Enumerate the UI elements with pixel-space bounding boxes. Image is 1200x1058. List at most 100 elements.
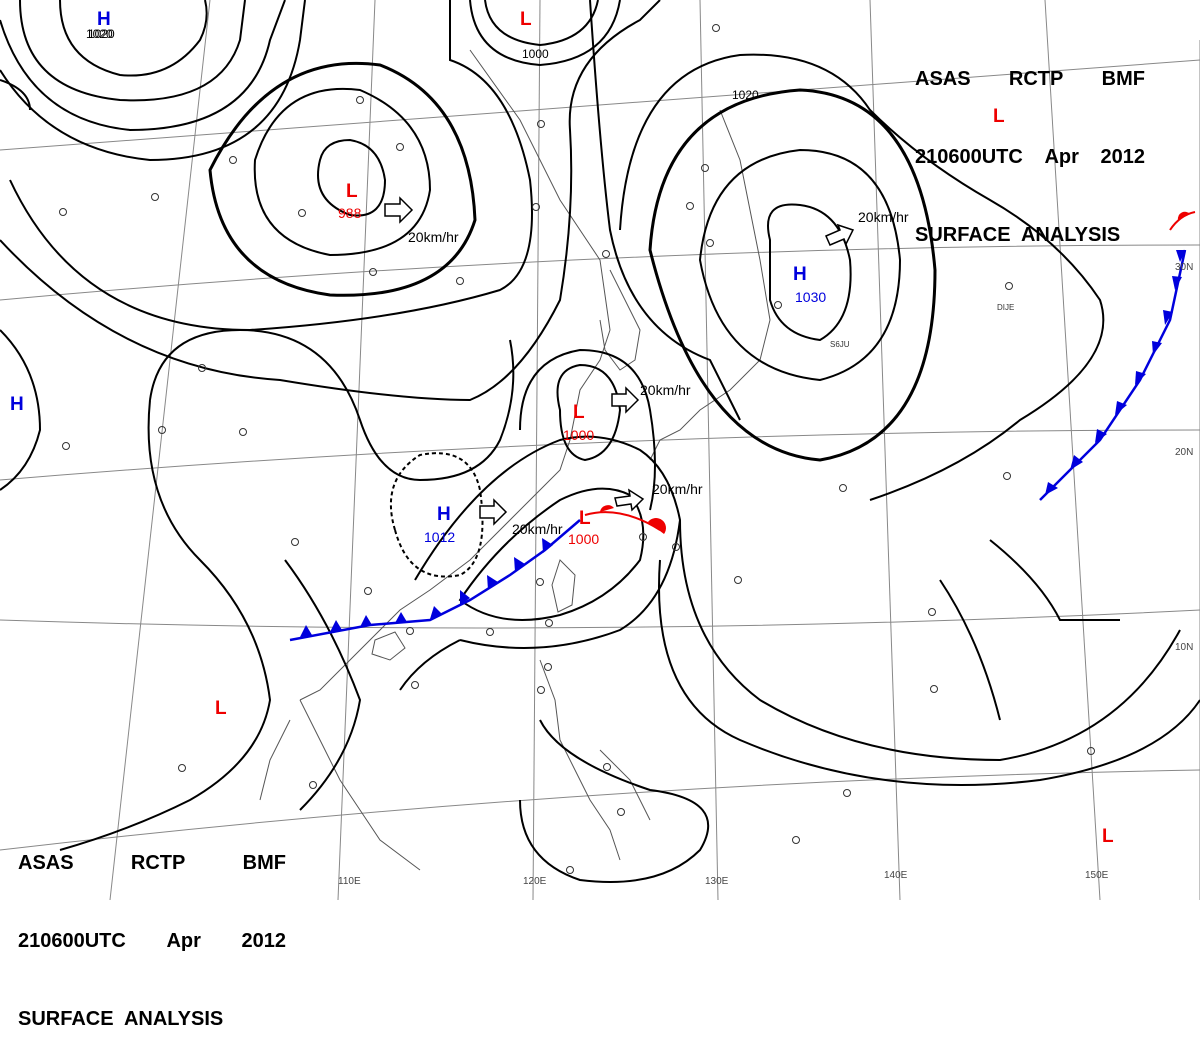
isobar-label: 1020 (732, 88, 759, 102)
low-symbol: L (520, 9, 532, 30)
isobar (0, 0, 306, 162)
agency-line: ASAS RCTP BMF (18, 850, 286, 876)
isobar (0, 0, 661, 402)
parallel-20n (0, 429, 1200, 481)
motion-arrow (611, 386, 640, 414)
isobar (284, 559, 461, 811)
isobar (253, 87, 432, 257)
chart-header-top: ASAS RCTP BMF 210600UTC Apr 2012 SURFACE… (915, 14, 1145, 274)
meridian-150e (1044, 0, 1101, 900)
isobar (458, 487, 645, 621)
isobar (0, 79, 31, 111)
motion-arrow (479, 498, 508, 526)
isobar (208, 61, 477, 297)
low-symbol: L (579, 508, 591, 529)
pressure-value: 1020 (88, 27, 115, 41)
low-symbol: L (573, 402, 585, 423)
isobar (519, 719, 710, 883)
high-symbol: H (10, 394, 24, 415)
isobar-label: 1000 (522, 47, 549, 61)
taiwan-coast (551, 559, 576, 613)
time-word: 210600UTC (915, 146, 1023, 168)
motion-label: 20km/hr (652, 481, 703, 497)
parallel-30n (0, 244, 1200, 301)
cold-front (289, 249, 1187, 642)
motion-labels: 20km/hr 20km/hr 20km/hr 20km/hr 20km/hr (408, 209, 909, 537)
isobar (59, 0, 208, 77)
time-word: Apr (166, 930, 201, 952)
latitude-label: 20N (1175, 447, 1193, 458)
low-symbol: L (993, 106, 1005, 127)
time-word: 2012 (1100, 146, 1145, 168)
hainan-coast (371, 631, 406, 661)
isobar (767, 203, 852, 342)
high-symbol: H (793, 264, 807, 285)
isobar (589, 0, 741, 421)
longitude-label: 140E (884, 870, 908, 881)
agency-word: RCTP (1008, 68, 1064, 90)
isobar (484, 0, 599, 47)
chart-title: SURFACE ANALYSIS (18, 1008, 224, 1030)
high-symbol: H (437, 504, 451, 525)
pressure-value: 988 (338, 205, 362, 221)
isobar (648, 88, 937, 462)
pressure-value: 1000 (563, 427, 594, 443)
pressure-value: 1012 (424, 529, 455, 545)
parallel-0 (0, 769, 1200, 851)
isobar (59, 399, 272, 851)
korea-coast (599, 269, 641, 371)
isobar (9, 0, 533, 332)
agency-word: BMF (1101, 68, 1145, 90)
isobar-label: 1020 (86, 27, 113, 41)
isobar (149, 328, 515, 482)
isobar (658, 559, 1200, 786)
parallel-40n (0, 59, 1200, 151)
longitude-label: 150E (1085, 870, 1109, 881)
station-id: DIJE (997, 303, 1014, 312)
agency-word: RCTP (130, 852, 186, 874)
graticule-labels: 110E 120E 130E 140E 150E 30N 20N 10N (338, 262, 1193, 887)
isobar (939, 539, 1120, 721)
low-symbol: L (215, 698, 227, 719)
isobar (556, 363, 622, 462)
pressure-value: 1000 (568, 531, 599, 547)
isobar (679, 519, 1181, 762)
low-symbol: L (1102, 826, 1114, 847)
time-line: 210600UTC Apr 2012 (18, 928, 286, 954)
latitude-label: 30N (1175, 262, 1193, 273)
time-line: 210600UTC Apr 2012 (915, 144, 1145, 170)
latitude-label: 10N (1175, 642, 1193, 653)
motion-arrow (614, 488, 645, 512)
meridian-130e (699, 0, 719, 900)
isobar (698, 148, 902, 382)
philippines-coast (539, 659, 651, 861)
motion-label: 20km/hr (858, 209, 909, 225)
isobar (414, 435, 682, 649)
weather-map: 1020 1000 1020 H 1020 L L L 988 H 1030 H… (0, 0, 1200, 900)
agency-word: BMF (242, 852, 286, 874)
station-ids: S6JU DIJE (830, 303, 1014, 349)
longitude-label: 110E (338, 876, 361, 887)
motion-vectors (384, 196, 855, 526)
meridian-100e (109, 0, 211, 900)
china-coast (299, 49, 611, 701)
isobars (0, 0, 1200, 883)
motion-label: 20km/hr (512, 521, 563, 537)
pressure-systems: H 1020 L L L 988 H 1030 H L 1000 H 1012 … (10, 9, 1114, 847)
indochina-coast (259, 699, 421, 871)
low-symbol: L (346, 181, 358, 202)
isobar-labels: 1020 1000 1020 (86, 27, 759, 102)
longitude-label: 130E (705, 876, 729, 887)
pressure-value: 1030 (795, 289, 826, 305)
agency-word: ASAS (18, 852, 74, 874)
warm-front (584, 211, 1196, 534)
time-word: 210600UTC (18, 930, 126, 952)
motion-label: 20km/hr (408, 229, 459, 245)
isobar (317, 138, 387, 217)
isobar (519, 348, 656, 511)
motion-arrow (825, 223, 855, 246)
agency-word: ASAS (915, 68, 971, 90)
station-id: S6JU (830, 340, 850, 349)
time-word: Apr (1044, 146, 1079, 168)
chart-header-bottom: ASAS RCTP BMF 210600UTC Apr 2012 SURFACE… (18, 798, 286, 1058)
